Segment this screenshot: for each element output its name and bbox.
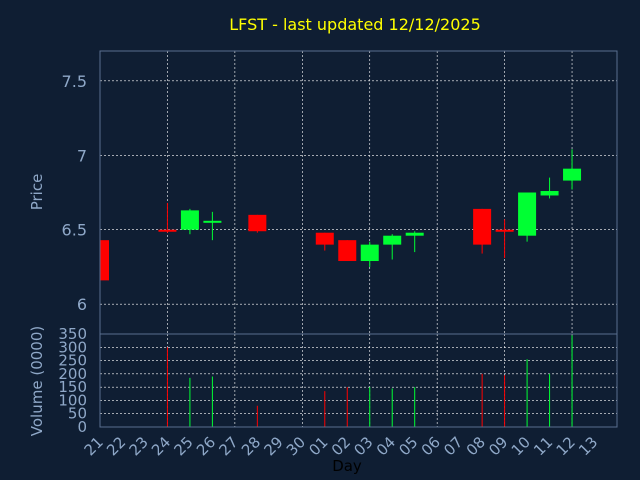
volume-tick-label: 0 (77, 418, 87, 436)
price-panel-frame (99, 50, 618, 335)
x-axis-ticks: 2122232425262728293001020304050607080910… (81, 433, 602, 459)
price-tick-label: 6.5 (62, 221, 87, 240)
price-y-ticks: 6 6.5 7 7.5 (62, 72, 87, 314)
volume-tick-label: 300 (58, 338, 87, 356)
volume-tick-label: 250 (58, 352, 87, 370)
price-axis-label: Price (28, 174, 46, 211)
price-tick-label: 7 (77, 146, 87, 165)
candle-body (158, 229, 177, 232)
candles (99, 149, 582, 281)
chart-title: LFST - last updated 12/12/2025 (229, 15, 481, 34)
candle-body (495, 229, 514, 232)
candle-body (473, 208, 492, 245)
candle-body (518, 192, 537, 236)
candle-body (180, 210, 199, 230)
candle-body (540, 191, 559, 196)
candle-body (338, 240, 357, 262)
price-grid (100, 51, 617, 334)
candle-body (203, 220, 222, 223)
candle-body (248, 214, 267, 232)
price-tick-label: 7.5 (62, 72, 87, 91)
volume-panel-frame (99, 333, 618, 428)
volume-grid (100, 334, 617, 427)
volume-tick-label: 100 (58, 391, 87, 409)
x-axis-label: Day (332, 457, 362, 475)
candle-body (405, 232, 424, 236)
price-tick-label: 6 (77, 295, 87, 314)
candle-body (100, 240, 109, 281)
volume-tick-label: 50 (68, 405, 87, 423)
volume-tick-label: 350 (58, 325, 87, 343)
candle-body (315, 232, 334, 245)
candle-body (383, 235, 402, 245)
volume-axis-label: Volume (0000) (28, 326, 46, 436)
volume-tick-label: 150 (58, 378, 87, 396)
volume-tick-label: 200 (58, 365, 87, 383)
volume-bars (166, 335, 573, 427)
candle-body (563, 168, 582, 181)
x-tick-label: 13 (575, 433, 601, 459)
candle-body (360, 244, 379, 262)
